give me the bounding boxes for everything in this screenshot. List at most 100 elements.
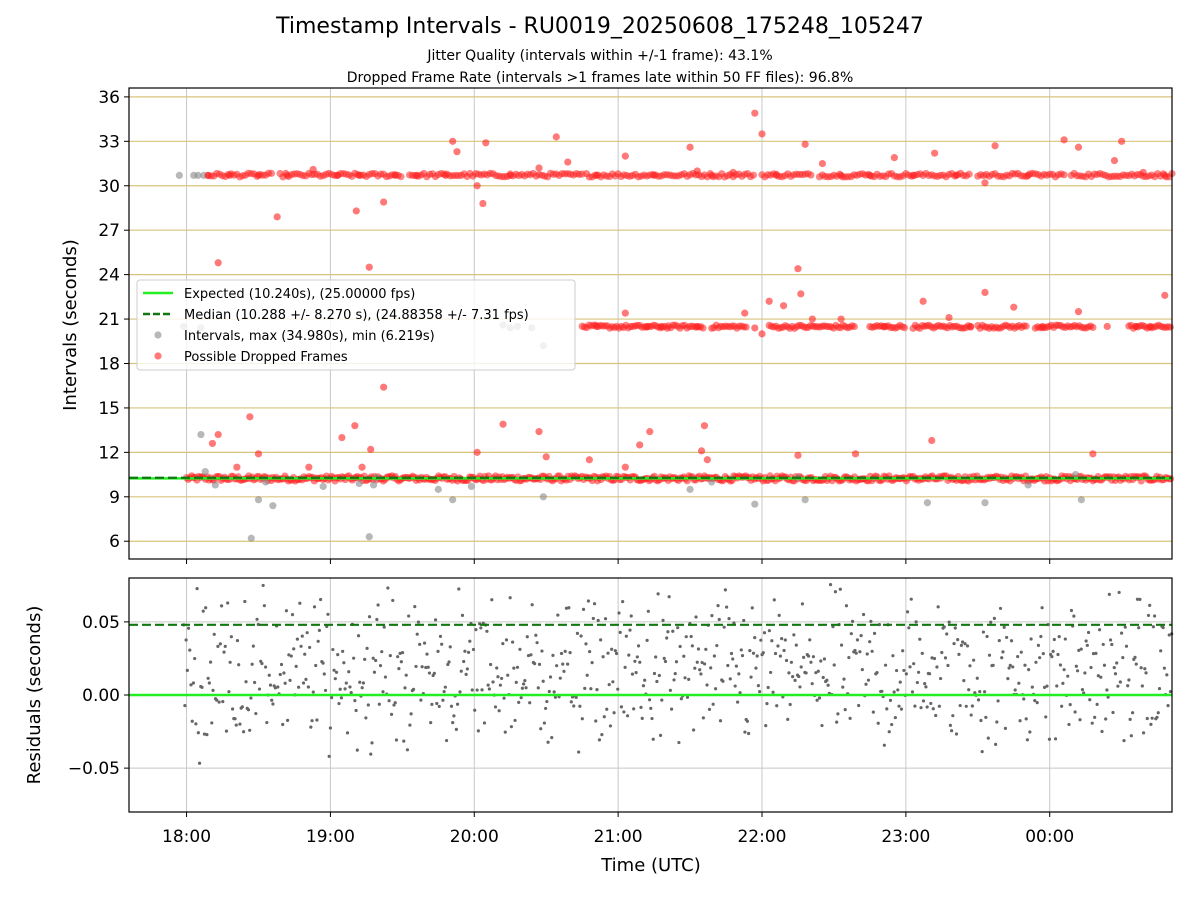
residual-point [409, 712, 413, 716]
residual-point [294, 664, 298, 668]
ticks: 6 9 12 15 18 21 24 27 30 33 36 −0.05 0.00 0.05 18:00 19… [68, 88, 1074, 847]
residual-point [660, 698, 664, 702]
residual-point [617, 611, 621, 615]
residual-point [1084, 639, 1088, 643]
residual-point [524, 686, 528, 690]
residual-point [1067, 722, 1071, 727]
residual-point [750, 606, 754, 610]
residual-point [1141, 731, 1146, 735]
residual-point [391, 598, 395, 603]
residual-point [761, 651, 765, 655]
residual-point [501, 642, 505, 646]
residual-point [455, 702, 460, 706]
residual-point [281, 722, 285, 727]
legend-intervals-label: Intervals, max (34.980s), min (6.219s) [184, 329, 435, 344]
residual-point [833, 590, 838, 594]
x-tick-label: 18:00 [162, 827, 211, 847]
residual-point [372, 670, 377, 674]
residual-point [625, 714, 630, 718]
dropped-frame-point [729, 168, 737, 177]
residual-point [367, 615, 372, 619]
residual-point [869, 619, 873, 623]
residual-point [669, 707, 674, 711]
residual-point [378, 664, 383, 668]
residual-point [1038, 656, 1042, 660]
residual-point [914, 620, 918, 624]
residual-point [248, 728, 252, 732]
residual-point [388, 653, 392, 658]
residual-point [748, 649, 752, 653]
residual-point [775, 704, 779, 708]
x-axis-label: Time (UTC) [600, 855, 701, 876]
interval-point [1024, 481, 1032, 489]
residual-point [995, 720, 999, 724]
residual-point [559, 651, 564, 656]
dropped-frame-point [1074, 143, 1083, 151]
residual-point [1135, 597, 1140, 601]
residual-point [442, 689, 446, 694]
residual-point [226, 601, 230, 605]
residual-point [580, 717, 584, 721]
dropped-frame-point [1132, 322, 1140, 331]
residual-point [661, 618, 665, 622]
residual-point [207, 681, 211, 685]
residual-point [283, 681, 287, 685]
residual-point [1134, 662, 1138, 666]
residual-point [972, 658, 976, 662]
residual-point [619, 705, 624, 709]
residual-point [433, 618, 438, 622]
residual-point [555, 664, 559, 668]
dropped-frame-point [1161, 171, 1169, 179]
residual-point [273, 686, 277, 690]
residual-point [821, 675, 825, 680]
residual-point [292, 647, 296, 651]
residual-point [825, 678, 829, 682]
residual-point [488, 662, 493, 667]
residual-point [563, 649, 567, 653]
residual-point [645, 638, 649, 642]
residual-point [964, 704, 968, 708]
residual-point [1080, 687, 1085, 692]
residual-point [566, 662, 570, 666]
interval-point [981, 499, 989, 507]
residual-point [517, 700, 521, 704]
residual-point [427, 671, 432, 675]
residual-point [1057, 635, 1061, 639]
dropped-frame-point [273, 213, 281, 221]
interval-point [751, 500, 759, 508]
residual-point [959, 643, 963, 647]
residual-point [753, 636, 757, 640]
residual-point [1166, 704, 1170, 708]
dropped-frame-point [965, 170, 973, 178]
residual-point [1149, 722, 1153, 726]
residual-point [1013, 688, 1017, 692]
residual-point [493, 705, 498, 709]
residual-point [257, 687, 262, 691]
dropped-frame-point [703, 456, 711, 464]
residual-point [649, 706, 653, 711]
dropped-frame-point [700, 422, 709, 430]
residual-point [222, 650, 226, 654]
residual-point [224, 729, 229, 733]
residual-point [210, 721, 214, 725]
residual-point [601, 655, 605, 659]
residual-point [330, 696, 334, 700]
residual-point [1118, 680, 1122, 684]
bottom-y-tick-label: −0.05 [68, 759, 120, 779]
dropped-frame-point [380, 198, 388, 206]
residual-point [657, 673, 661, 678]
dropped-frame-point [1103, 322, 1111, 331]
residual-point [965, 644, 970, 648]
residual-point [595, 688, 599, 692]
residual-point [513, 718, 517, 723]
interval-point [708, 478, 716, 486]
dropped-frame-point [1089, 323, 1097, 332]
residual-point [1140, 684, 1144, 688]
residual-point [1167, 633, 1171, 637]
residual-point [815, 698, 819, 702]
residual-point [216, 644, 220, 648]
residual-point [658, 733, 663, 737]
residual-point [193, 656, 197, 661]
residual-point [1051, 649, 1055, 654]
residual-point [1143, 667, 1147, 671]
